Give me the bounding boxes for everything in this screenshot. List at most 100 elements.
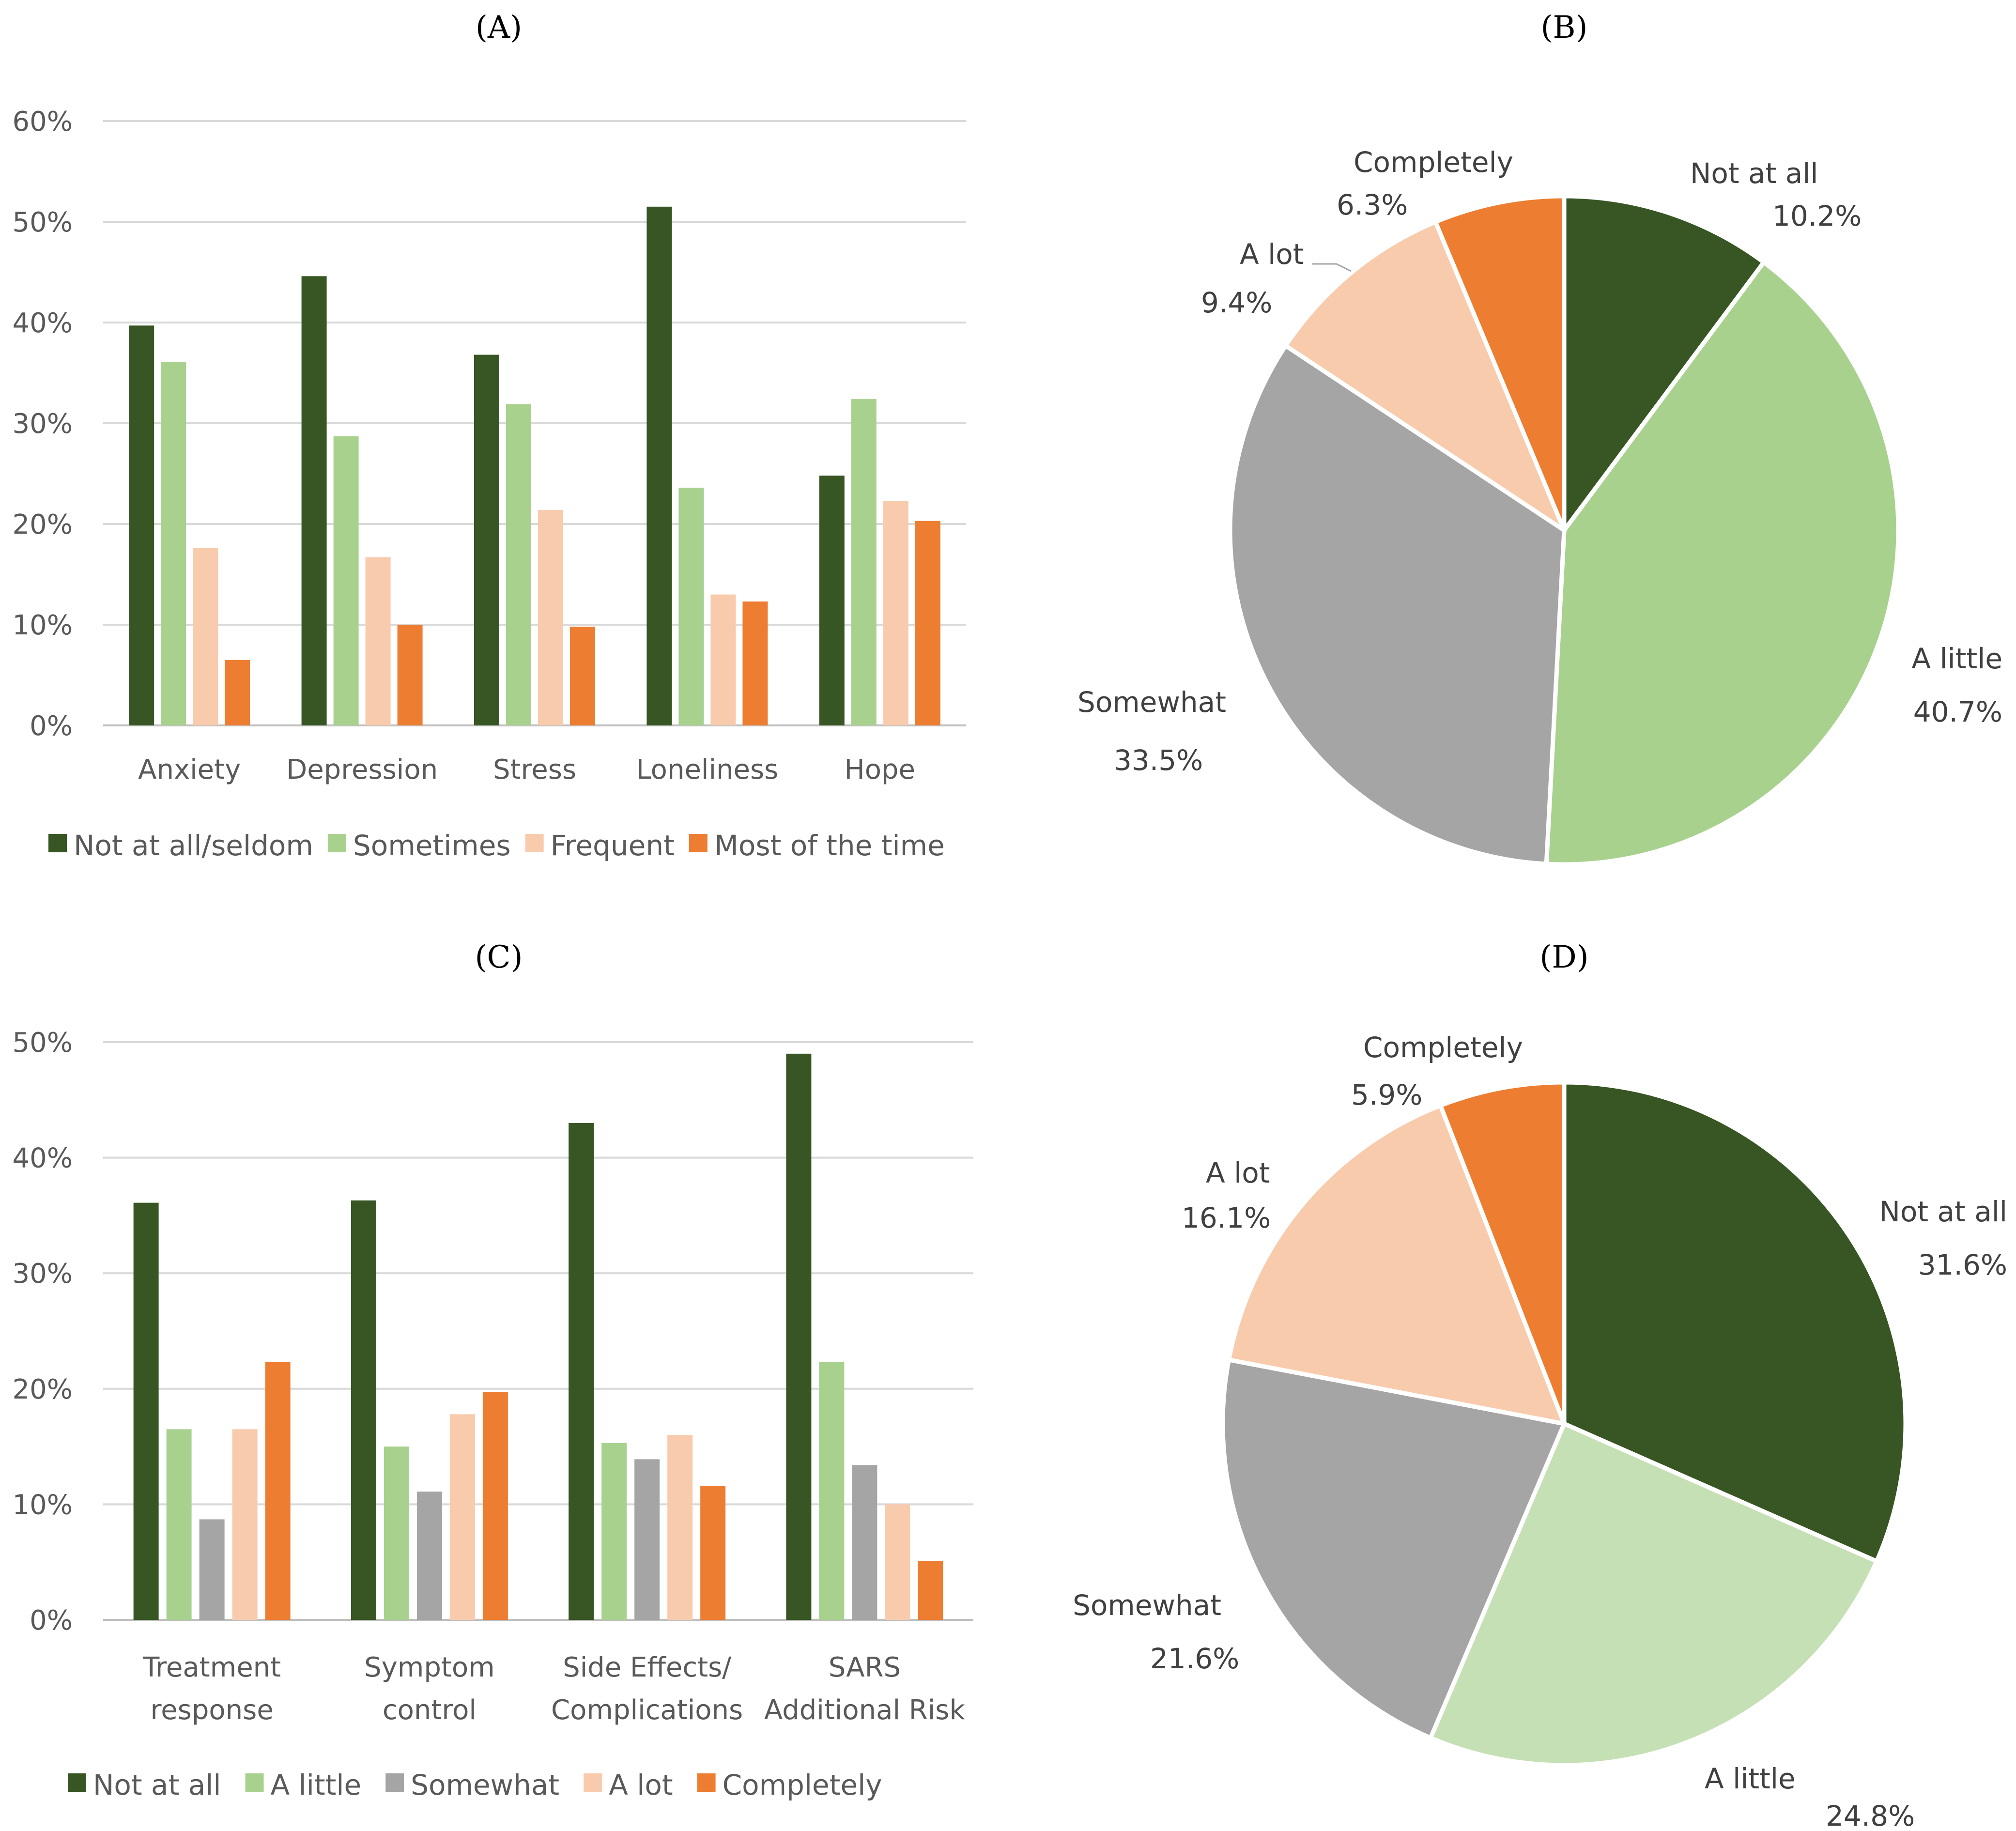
bar-not-at-all xyxy=(569,1123,594,1620)
slice-percentage: 40.7% xyxy=(1913,695,2002,728)
slice-label: Somewhat xyxy=(1077,686,1226,719)
bar-frequent xyxy=(710,594,736,725)
legend-swatch xyxy=(68,1773,86,1792)
bar-somewhat xyxy=(416,1492,442,1620)
pie-slice-not-at-all xyxy=(1562,194,1766,533)
panel-title-a: (A) xyxy=(476,10,522,46)
x-category-label: Depression xyxy=(286,754,438,785)
legend-swatch xyxy=(48,834,67,852)
legend-swatch xyxy=(584,1773,602,1792)
x-category-label: Additional Risk xyxy=(764,1694,966,1726)
y-tick-label: 60% xyxy=(13,106,73,138)
bar-not-at-all-seldom xyxy=(129,325,154,725)
y-tick-label: 50% xyxy=(13,207,73,238)
legend-label: Most of the time xyxy=(714,829,945,862)
bar-most-of-the-time xyxy=(225,660,250,725)
x-category-label: Complications xyxy=(551,1694,743,1726)
slice-label: Not at all xyxy=(1879,1195,2007,1228)
slice-label: Not at all xyxy=(1690,157,1818,190)
bar-not-at-all-seldom xyxy=(819,476,845,725)
bar-sometimes xyxy=(333,436,359,725)
legend-swatch xyxy=(697,1773,716,1792)
leader-line xyxy=(1312,263,1352,272)
legend-label: Not at all xyxy=(93,1769,221,1801)
slice-percentage: 31.6% xyxy=(1918,1248,2007,1281)
legend-label: Completely xyxy=(723,1769,882,1801)
bar-not-at-all xyxy=(133,1202,159,1620)
slice-label: A lot xyxy=(1240,238,1304,271)
bar-sometimes xyxy=(506,404,531,725)
bar-frequent xyxy=(193,548,218,725)
legend-label: Frequent xyxy=(551,829,675,862)
slice-label: Completely xyxy=(1363,1031,1523,1064)
bar-not-at-all xyxy=(351,1200,376,1620)
x-category-label: control xyxy=(383,1694,477,1726)
bar-frequent xyxy=(883,501,908,725)
bar-chart-c: 0% 10% 20% 30% 40% 50% Treatment response Sympto… xyxy=(13,1027,973,1801)
bar-a-lot xyxy=(232,1429,258,1620)
slice-label: A little xyxy=(1911,642,2002,675)
x-category-label: SARS xyxy=(829,1652,901,1683)
y-tick-label: 30% xyxy=(13,408,73,440)
slice-percentage: 5.9% xyxy=(1351,1078,1422,1111)
pie-chart-b: Not at all 10.2% A little 40.7% Somewhat 33.5… xyxy=(1077,146,2002,867)
legend-swatch xyxy=(689,834,708,852)
pie-slice-a-lot xyxy=(1226,1103,1567,1426)
bar-completely xyxy=(700,1486,726,1620)
slice-percentage: 16.1% xyxy=(1182,1201,1271,1234)
y-tick-label: 20% xyxy=(13,509,73,540)
bar-not-at-all-seldom xyxy=(646,206,672,725)
legend-label: Somewhat xyxy=(411,1769,559,1801)
bar-most-of-the-time xyxy=(397,625,423,725)
bar-somewhat xyxy=(634,1459,660,1620)
x-category-label: Stress xyxy=(493,754,576,785)
slice-percentage: 6.3% xyxy=(1337,188,1408,221)
slice-percentage: 21.6% xyxy=(1150,1642,1239,1675)
y-tick-label: 10% xyxy=(13,1489,73,1521)
x-category-label: Symptom xyxy=(364,1652,495,1683)
bar-a-little xyxy=(601,1443,627,1620)
slice-label: A little xyxy=(1705,1762,1796,1795)
y-tick-label: 40% xyxy=(13,308,73,339)
legend-label: Sometimes xyxy=(353,829,511,862)
bar-a-little xyxy=(384,1446,409,1620)
x-category-label: response xyxy=(150,1694,273,1726)
x-category-label: Anxiety xyxy=(138,754,241,785)
y-tick-label: 20% xyxy=(13,1374,73,1405)
bar-a-lot xyxy=(449,1414,475,1620)
bar-frequent xyxy=(538,509,563,725)
slice-label: Somewhat xyxy=(1073,1589,1221,1622)
y-tick-label: 10% xyxy=(13,610,73,641)
bar-a-little xyxy=(166,1429,192,1620)
x-category-label: Loneliness xyxy=(636,754,778,785)
slice-percentage: 24.8% xyxy=(1826,1800,1915,1831)
bar-not-at-all-seldom xyxy=(474,354,499,725)
slice-percentage: 10.2% xyxy=(1772,200,1862,232)
y-tick-label: 40% xyxy=(13,1143,73,1174)
pie-slice-somewhat xyxy=(1220,1357,1567,1740)
slice-percentage: 33.5% xyxy=(1114,744,1203,777)
bar-somewhat xyxy=(199,1519,225,1620)
pie-chart-d: Not at all 31.6% A little 24.8% Somewhat 21.6… xyxy=(1073,1031,2007,1831)
legend-label: A little xyxy=(271,1769,362,1801)
panel-title-d: (D) xyxy=(1539,939,1588,975)
x-category-label: Treatment xyxy=(142,1652,281,1683)
bar-somewhat xyxy=(852,1465,877,1620)
y-tick-label: 0% xyxy=(30,1605,73,1636)
slice-label: Completely xyxy=(1354,146,1513,179)
bar-sometimes xyxy=(161,362,186,725)
bar-completely xyxy=(265,1362,291,1620)
pie-slice-a-little xyxy=(1544,260,1901,867)
pie-slice-a-little xyxy=(1428,1421,1879,1768)
pie-slice-a-lot xyxy=(1283,219,1567,533)
bar-not-at-all xyxy=(786,1053,812,1620)
bar-sometimes xyxy=(678,488,704,725)
panel-title-b: (B) xyxy=(1541,10,1588,46)
bar-most-of-the-time xyxy=(742,601,768,725)
legend-label: A lot xyxy=(609,1769,673,1801)
bar-frequent xyxy=(365,557,391,725)
bar-completely xyxy=(918,1561,943,1620)
pie-slice-not-at-all xyxy=(1562,1080,1908,1564)
pie-slice-completely xyxy=(1438,1080,1567,1426)
bar-most-of-the-time xyxy=(570,627,595,725)
